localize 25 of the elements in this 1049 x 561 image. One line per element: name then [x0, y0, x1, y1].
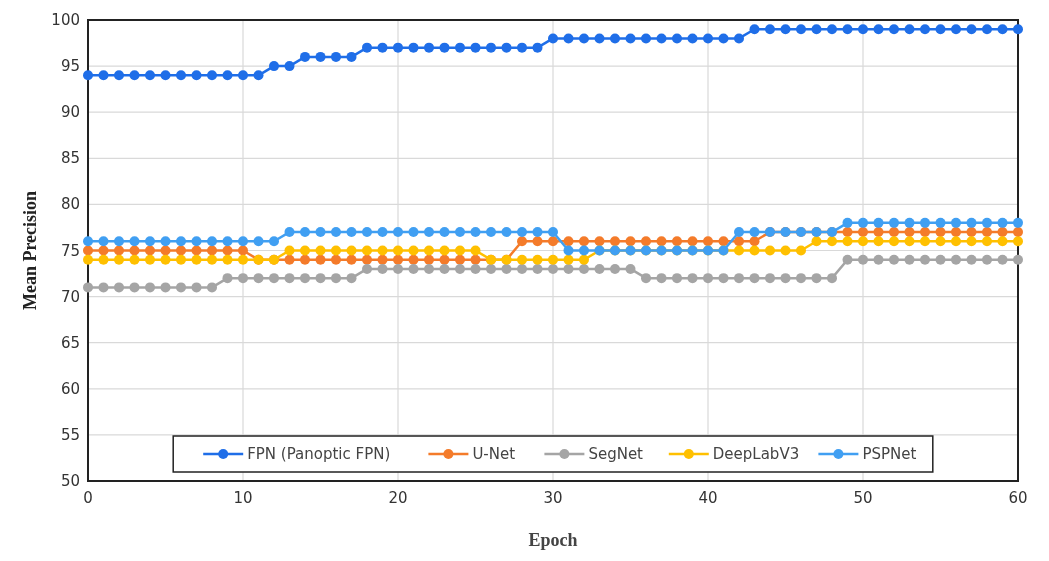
y-tick-label: 50	[60, 472, 80, 490]
x-tick-label: 30	[543, 489, 563, 507]
legend-label: SegNet	[588, 445, 644, 463]
x-tick-label: 50	[853, 489, 873, 507]
y-tick-label: 80	[60, 195, 80, 214]
y-axis-title: Mean Precision	[20, 190, 40, 311]
y-tick-label: 85	[60, 149, 80, 168]
legend-label: PSPNet	[862, 445, 917, 463]
y-tick-label: 100	[51, 11, 80, 29]
y-tick-label: 90	[60, 103, 80, 122]
x-tick-label: 20	[388, 489, 408, 507]
x-tick-label: 0	[83, 489, 93, 507]
x-tick-label: 40	[698, 489, 718, 507]
y-tick-label: 70	[60, 287, 80, 306]
legend-label: FPN (Panoptic FPN)	[247, 445, 391, 463]
x-axis-title: Epoch	[528, 530, 578, 550]
x-tick-label: 60	[1008, 489, 1028, 507]
legend-label: U-Net	[472, 445, 516, 463]
y-tick-label: 60	[60, 379, 80, 398]
y-tick-label: 95	[60, 57, 80, 76]
y-tick-label: 75	[60, 241, 80, 260]
y-tick-label: 65	[60, 333, 80, 352]
y-tick-label: 55	[60, 425, 80, 444]
legend-label: DeepLabV3	[712, 445, 800, 463]
x-tick-label: 10	[233, 489, 253, 507]
